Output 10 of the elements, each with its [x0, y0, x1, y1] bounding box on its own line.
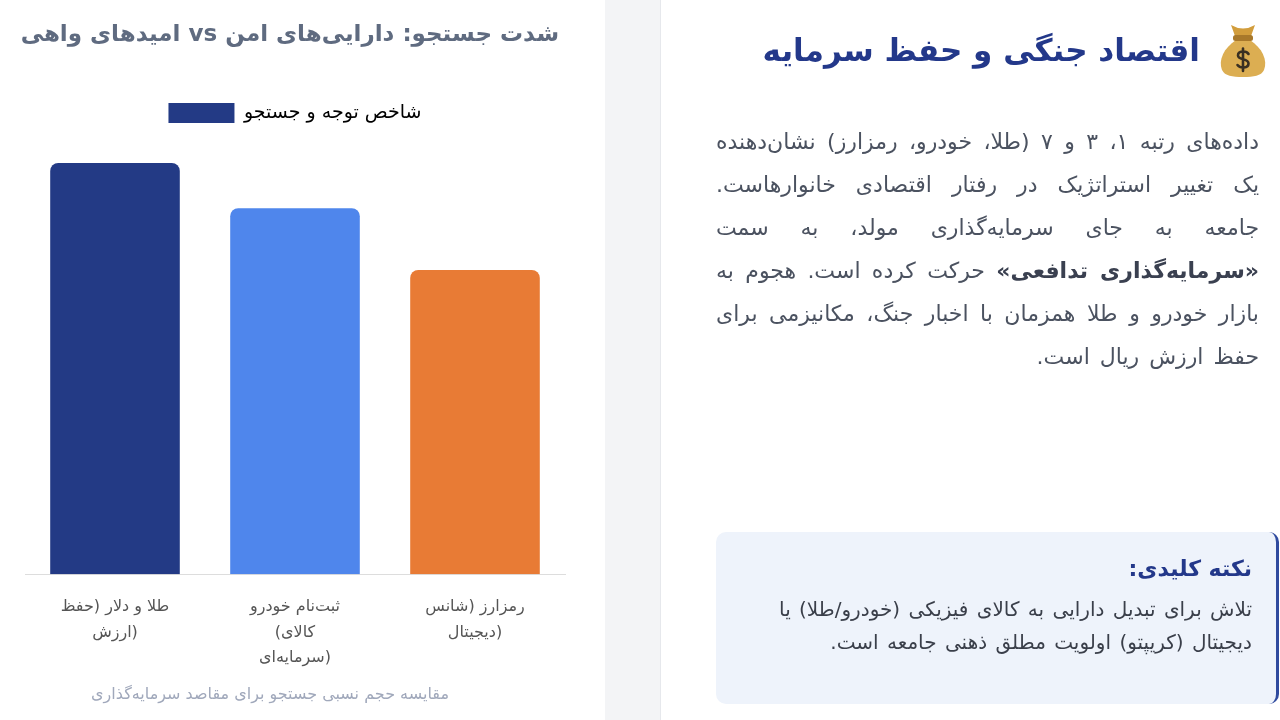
text: تلاش برای تبدیل دارایی به کالای فیزیکی (خودرو/طلا) یا دیجیتال (کریپتو) اولویت مطلق ذهنی جامعه است.: [778, 596, 1252, 657]
text: داده‌های رتبه ۱، ۳ و ۷ (طلا، خودرو، رمزارز) نشان‌دهنده یک تغییر استراتژیک در رفتار اقتصادی خانوارهاست. جامعه به جای سرمایه‌گذاری مولد، به سمت «سرمایه‌گذاری تدافعی» حرکت کرده است. هجوم به بازار خودرو و طلا همزمان با اخبار جنگ، مکانیزمی برای حفظ ارزش ریال است.: [716, 129, 1259, 369]
text: اقتصاد جنگی و حفظ سرمایه: [762, 32, 1200, 68]
chart-title: شدت جستجو: دارایی‌های امن vs امیدهای واهی: [20, 20, 559, 46]
x-tick-label: طلا و دلار (حفظ ارزش): [60, 596, 170, 642]
text: نکته کلیدی:: [1127, 556, 1252, 581]
legend-label: شاخص توجه و جستجو: [242, 99, 422, 123]
x-tick-label: ثبت‌نام خودرو (کالای سرمایه‌ای): [248, 596, 341, 668]
x-tick-label: رمزارز (شانس دیجیتال): [425, 596, 525, 641]
text: مقایسه حجم نسبی جستجو برای مقاصد سرمایه‌گذاری: [90, 684, 450, 703]
